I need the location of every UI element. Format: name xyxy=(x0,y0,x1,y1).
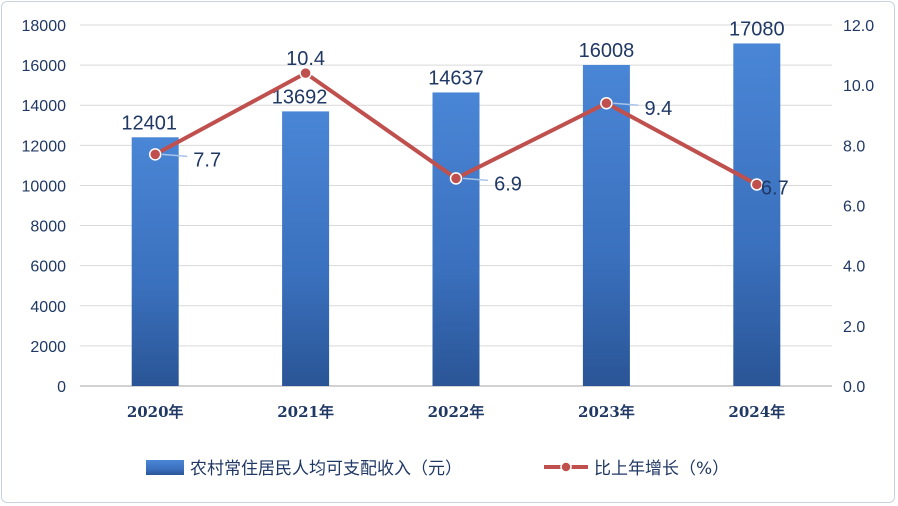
growth-point xyxy=(148,148,162,161)
bar-data-label: 13692 xyxy=(272,86,328,108)
category-label: 2021年 xyxy=(277,403,334,421)
growth-point xyxy=(600,96,613,110)
right-tick-label: 6.0 xyxy=(843,199,865,216)
left-tick-label: 2000 xyxy=(30,339,66,356)
growth-data-label: 7.7 xyxy=(193,149,221,171)
legend-label-line: 比上年增长（%） xyxy=(594,459,729,479)
right-tick-label: 4.0 xyxy=(843,259,865,276)
leader-line xyxy=(462,177,489,182)
growth-data-label: 6.7 xyxy=(761,177,789,199)
left-axis: 0 2000 4000 6000 8000 10000 12000 14000 16000 180… xyxy=(22,18,67,396)
bar xyxy=(432,92,480,386)
growth-point xyxy=(449,172,463,185)
right-tick-label: 12.0 xyxy=(843,18,874,35)
growth-point xyxy=(299,66,312,80)
right-axis: 0.0 2.0 4.0 6.0 8.0 10.0 12.0 xyxy=(843,18,874,396)
bar-data-label: 17080 xyxy=(729,18,785,40)
bar xyxy=(131,137,179,386)
left-tick-label: 10000 xyxy=(22,178,67,195)
category-label: 2023年 xyxy=(578,403,635,421)
right-tick-label: 10.0 xyxy=(843,78,874,95)
left-tick-label: 12000 xyxy=(22,138,67,155)
right-tick-label: 8.0 xyxy=(843,138,865,155)
legend: 农村常住居民人均可支配收入（元） 比上年增长（%） xyxy=(146,459,729,479)
left-tick-label: 6000 xyxy=(30,259,66,276)
category-axis: 2020年 2021年 2022年 2023年 2024年 xyxy=(127,403,785,421)
left-tick-label: 14000 xyxy=(22,98,67,115)
bar xyxy=(282,111,330,387)
bar-data-label: 16008 xyxy=(579,40,635,62)
leader-line xyxy=(613,102,639,106)
left-tick-label: 16000 xyxy=(22,58,67,75)
bar xyxy=(733,43,781,386)
left-tick-label: 18000 xyxy=(22,18,67,35)
legend-label-bar: 农村常住居民人均可支配收入（元） xyxy=(190,459,462,479)
line-series: 7.7 10.4 6.9 9.4 6.7 xyxy=(148,48,789,199)
right-tick-label: 0.0 xyxy=(843,379,865,396)
gridlines xyxy=(80,24,832,387)
legend-swatch-marker xyxy=(560,461,572,473)
bar-series: 12401 13692 14637 16008 17080 xyxy=(121,18,785,387)
growth-data-label: 10.4 xyxy=(286,48,325,70)
right-tick-label: 2.0 xyxy=(843,319,865,336)
left-tick-label: 4000 xyxy=(30,299,66,316)
bar-data-label: 12401 xyxy=(121,112,177,134)
left-tick-label: 8000 xyxy=(30,219,66,236)
bar xyxy=(582,64,630,386)
category-label: 2024年 xyxy=(728,403,785,421)
left-tick-label: 0 xyxy=(57,379,66,396)
growth-data-label: 6.9 xyxy=(494,173,522,195)
legend-swatch-bar xyxy=(146,460,184,475)
category-label: 2022年 xyxy=(428,403,485,421)
bar-data-label: 14637 xyxy=(428,67,484,89)
leader-line xyxy=(162,153,188,158)
category-label: 2020年 xyxy=(127,403,184,421)
growth-point xyxy=(750,178,764,191)
growth-data-label: 9.4 xyxy=(644,98,672,120)
